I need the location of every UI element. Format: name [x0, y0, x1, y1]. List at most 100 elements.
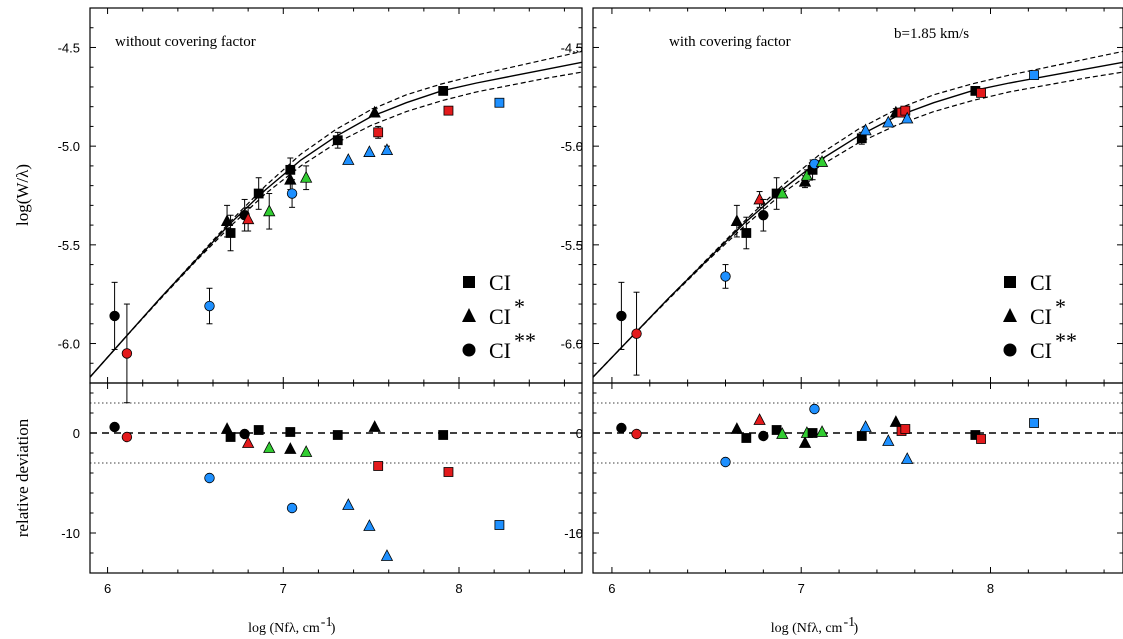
panel-right-data-point — [815, 155, 829, 167]
panel-left-data-point — [109, 310, 120, 322]
panel-left-x-axis-title: log (Nfλ, cm — [248, 621, 320, 636]
panel-left-residual-point — [253, 425, 264, 435]
panel-right-data-point — [1029, 70, 1039, 81]
panel-right-residual-point — [859, 420, 872, 432]
panel-right-residual-point — [889, 415, 903, 427]
panel-left-x-tick-label: 6 — [104, 581, 111, 596]
panel-left-curve-fit — [90, 61, 582, 378]
panel-left-y-axis-title: log(W/λ) — [13, 164, 32, 226]
panel-right-data-point — [800, 168, 814, 181]
panel-left-data-point — [332, 135, 343, 146]
panel-left-legend-sup: ** — [514, 328, 536, 353]
panel-left-data-point — [363, 145, 376, 157]
panel-right-x-axis-title-close: ) — [853, 621, 858, 636]
panel-left-residual-point — [285, 427, 296, 437]
panel-left-residual-point — [373, 461, 384, 471]
panel-left-r-tick-label: -10 — [61, 526, 80, 541]
panel-right-curve-upper — [593, 50, 1123, 378]
panel-left-residual-point — [363, 519, 376, 531]
panel-right-data-point — [758, 210, 769, 221]
panel-right-residual-point — [976, 434, 986, 444]
panel-left-r-tick-label: 0 — [73, 426, 80, 441]
panel-left-residual-point — [368, 420, 381, 432]
panel-right-residual-point — [798, 436, 812, 448]
panel-right-residual-point — [753, 413, 766, 425]
panel-right-residual-point — [776, 427, 789, 439]
panel-left-data-point — [253, 188, 264, 199]
panel-right-legend-label: CI — [1030, 338, 1052, 363]
panel-left-data-point — [299, 170, 313, 183]
panel-left-residual-point — [380, 549, 394, 561]
panel-left-legend-circle-marker — [462, 343, 476, 357]
panel-right-residual-point — [616, 422, 627, 434]
panel-left-data-point — [220, 214, 234, 227]
panel-right-data-point — [798, 174, 812, 187]
panel-right-residual-point — [1029, 418, 1039, 428]
panel-right-r-tick-label: -10 — [564, 526, 583, 541]
panel-left-curve-lower — [90, 71, 582, 378]
panel-left-residual-point — [286, 502, 298, 514]
panel-left-x-axis-title-close: ) — [331, 621, 336, 636]
panel-left-data-point — [373, 127, 384, 138]
panel-left-y-tick-label: -6.0 — [58, 337, 80, 352]
panel-left-residual-point — [494, 520, 505, 530]
panel-left-data-point — [286, 188, 298, 199]
panel-right-legend-circle-marker — [1003, 343, 1017, 357]
panel-left-residual-point — [443, 467, 454, 477]
panel-right-x-tick-label: 8 — [987, 581, 994, 596]
panel-right-data-point — [741, 228, 752, 238]
panel-left-y-tick-label: -5.0 — [58, 139, 80, 154]
panel-right-residual-point — [809, 403, 820, 415]
panel-right-residual-point — [901, 452, 914, 464]
panel-left-legend-label: CI — [489, 270, 511, 295]
panel-right-legend-label: CI — [1030, 304, 1052, 329]
panel-right-y-tick-label: -4.5 — [561, 40, 583, 55]
panel-left-data-point — [368, 105, 381, 118]
panel-left-data-point — [494, 97, 505, 108]
panel-left-legend-sup: * — [514, 294, 525, 319]
panel-right-residual-point — [758, 430, 769, 442]
panel-left-residual-point — [284, 442, 297, 454]
panel-right-residual-point — [741, 433, 752, 443]
panel-right-residual-point — [815, 425, 829, 437]
panel-right-residual-point — [856, 431, 867, 441]
panel-right-data-point — [730, 214, 744, 227]
panel-left-residual-point — [332, 430, 343, 440]
panel-right-residual-point — [900, 424, 911, 434]
panel-left-residual-point — [220, 422, 234, 434]
panel-right-data-point — [901, 111, 914, 124]
panel-right-data-point — [753, 192, 766, 205]
panel-right-r-tick-label: 0 — [576, 426, 583, 441]
panel-right-data-point — [859, 123, 872, 136]
panel-left-data-point — [443, 105, 454, 116]
panel-left-residual-point — [241, 436, 255, 448]
panel-right-legend-triangle-marker — [1003, 308, 1017, 322]
panel-left-legend-triangle-marker — [462, 308, 476, 322]
panel-left-x-axis-title-sup: -1 — [321, 615, 333, 630]
panel-left-residual-point — [204, 472, 215, 484]
panel-left-y-tick-label: -4.5 — [58, 40, 80, 55]
panel-left-legend-label: CI — [489, 338, 511, 363]
panel-right-annotation: with covering factor — [669, 34, 791, 50]
panel-left-data-point — [263, 204, 276, 217]
panel-left-data-point — [241, 212, 255, 225]
panel-right-curve-lower — [593, 71, 1123, 378]
panel-right-y-tick-label: -5.0 — [561, 139, 583, 154]
panel-right-y-tick-label: -5.5 — [561, 238, 583, 253]
panel-left-residual-point — [342, 498, 355, 510]
panel-right-data-point — [720, 271, 731, 282]
panel-right-data-point — [900, 105, 911, 116]
panel-left-data-point — [438, 85, 449, 96]
panel-right-data-point — [631, 328, 642, 339]
panel-left-residual-point — [299, 445, 313, 457]
panel-left-residual-point — [438, 430, 449, 440]
panel-left-data-point — [284, 172, 297, 185]
panel-left-data-point — [380, 143, 394, 156]
panel-right-residual-point — [720, 456, 731, 468]
panel-left-data-point — [342, 153, 355, 165]
panel-right-x-axis-title-sup: -1 — [843, 615, 855, 630]
panel-left-data-point — [121, 348, 133, 359]
panel-right-b-parameter: b=1.85 km/s — [894, 26, 969, 42]
panel-right-legend-square-marker — [1004, 276, 1016, 288]
